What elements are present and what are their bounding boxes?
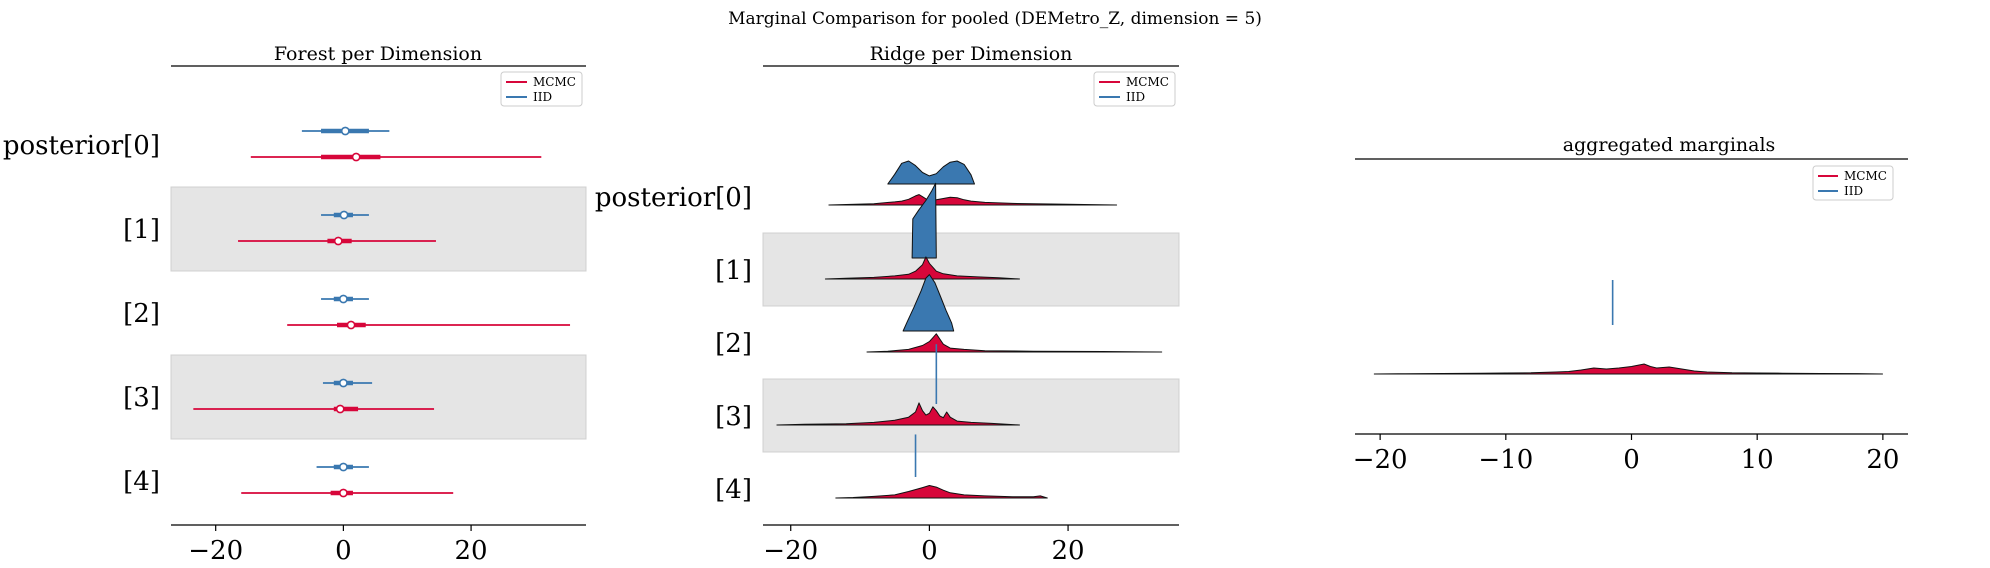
aggregated-title: aggregated marginals	[1563, 134, 1776, 156]
figure-suptitle: Marginal Comparison for pooled (DEMetro_…	[728, 9, 1262, 29]
forest-y-label: [1]	[123, 215, 160, 245]
forest-panel: Forest per Dimension posterior[0] [1] [2] […	[3, 43, 587, 566]
ridge-iid-density	[887, 160, 975, 185]
aggregated-x-ticks: −20 −10 0 10 20	[1353, 434, 1899, 475]
ridge-x-tick-label: −20	[763, 536, 818, 566]
ridge-title: Ridge per Dimension	[870, 43, 1073, 65]
aggregated-mcmc-density	[1373, 363, 1883, 375]
forest-y-label: [3]	[123, 383, 160, 413]
ridge-y-label: [4]	[715, 475, 752, 505]
forest-median-point	[351, 152, 361, 162]
ridge-panel: Ridge per Dimension posterior[0] [1] [2] [3…	[595, 43, 1180, 566]
forest-legend: MCMC IID	[500, 71, 583, 107]
forest-row-band	[170, 186, 587, 272]
ridge-mcmc-density	[776, 402, 1020, 426]
ridge-mcmc-density	[828, 194, 1118, 206]
aggregated-legend-iid-label: IID	[1844, 184, 1863, 198]
ridge-iid-density	[902, 274, 955, 332]
aggregated-x-tick-label: −10	[1478, 445, 1533, 475]
ridge-mcmc-density	[824, 256, 1020, 280]
forest-median-point	[338, 488, 348, 498]
aggregated-x-tick-label: 10	[1741, 445, 1774, 475]
forest-y-labels: posterior[0] [1] [2] [3] [4]	[3, 131, 160, 497]
forest-median-point	[339, 210, 349, 220]
forest-y-label: posterior[0]	[3, 131, 160, 161]
ridge-x-tick-label: 0	[921, 536, 938, 566]
forest-median-point	[340, 126, 350, 136]
forest-marks	[193, 126, 571, 498]
forest-bands	[170, 186, 587, 440]
ridge-legend: MCMC IID	[1093, 71, 1176, 107]
aggregated-x-tick-label: 0	[1623, 445, 1640, 475]
ridge-legend-mcmc-label: MCMC	[1126, 75, 1169, 89]
forest-x-tick-label: 0	[335, 536, 352, 566]
forest-y-label: [4]	[123, 467, 160, 497]
ridge-y-label: [1]	[715, 256, 752, 286]
ridge-y-labels: posterior[0] [1] [2] [3] [4]	[595, 183, 752, 505]
ridge-row-band	[762, 232, 1180, 307]
ridge-y-label: posterior[0]	[595, 183, 752, 213]
ridge-iid-density	[911, 182, 937, 259]
aggregated-x-tick-label: 20	[1866, 445, 1899, 475]
ridge-marks	[776, 160, 1163, 499]
ridge-mcmc-density	[866, 333, 1163, 353]
forest-row-band	[170, 354, 587, 440]
ridge-row-band	[762, 378, 1180, 453]
ridge-bands	[762, 232, 1180, 453]
forest-y-label: [2]	[123, 299, 160, 329]
aggregated-legend-mcmc-label: MCMC	[1844, 169, 1887, 183]
ridge-x-ticks: −20 0 20	[763, 525, 1085, 566]
forest-median-point	[338, 294, 348, 304]
forest-legend-iid-label: IID	[533, 90, 552, 104]
ridge-legend-iid-label: IID	[1126, 90, 1145, 104]
aggregated-x-tick-label: −20	[1353, 445, 1408, 475]
forest-median-point	[333, 236, 343, 246]
ridge-y-label: [2]	[715, 329, 752, 359]
ridge-mcmc-density	[835, 485, 1048, 499]
forest-median-point	[338, 378, 348, 388]
ridge-y-label: [3]	[715, 402, 752, 432]
forest-x-ticks: −20 0 20	[188, 525, 488, 566]
aggregated-marks	[1373, 280, 1883, 375]
ridge-x-tick-label: 20	[1052, 536, 1085, 566]
forest-median-point	[338, 462, 348, 472]
forest-x-tick-label: −20	[188, 536, 243, 566]
forest-legend-mcmc-label: MCMC	[533, 75, 576, 89]
forest-x-tick-label: 20	[455, 536, 488, 566]
forest-title: Forest per Dimension	[274, 43, 482, 65]
forest-median-point	[346, 320, 356, 330]
forest-median-point	[335, 404, 345, 414]
